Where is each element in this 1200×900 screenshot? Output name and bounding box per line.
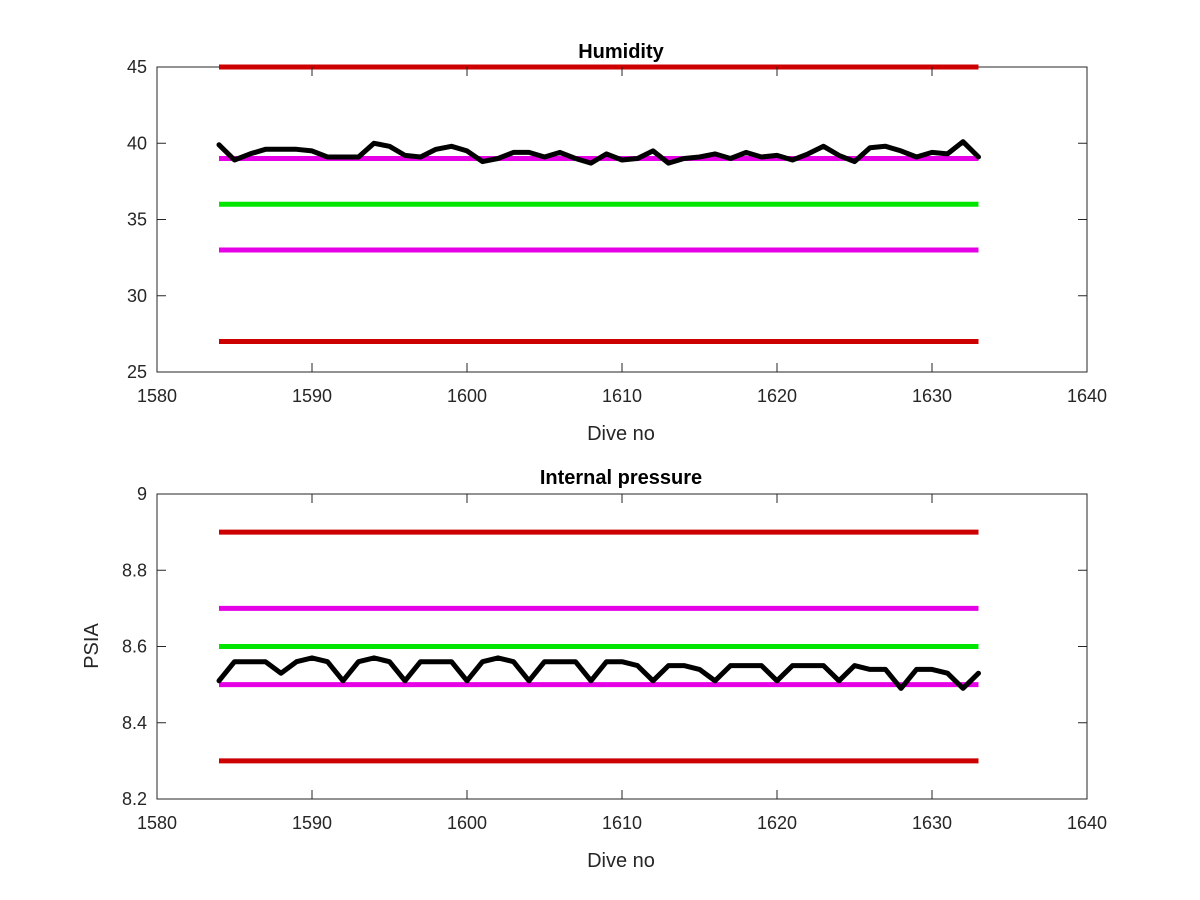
- x-tick-label: 1600: [447, 813, 487, 833]
- y-axis-label: PSIA: [81, 623, 103, 669]
- x-tick-label: 1610: [602, 813, 642, 833]
- x-tick-label: 1620: [757, 813, 797, 833]
- x-axis-ticks: 1580 1590 1600 1610 1620 1630 1640: [137, 67, 1107, 406]
- subplot-internal-pressure: 1580 1590 1600 1610 1620 1630 1640 8.28.48.68.…: [81, 467, 1107, 872]
- data-series-line: [216, 139, 981, 166]
- y-tick-label: 30: [127, 286, 147, 306]
- chart-title: Humidity: [578, 41, 664, 63]
- y-tick-label: 25: [127, 362, 147, 382]
- y-tick-label: 8.8: [122, 560, 147, 580]
- x-axis-label: Dive no: [587, 850, 655, 872]
- x-tick-label: 1600: [447, 386, 487, 406]
- x-axis-label: Dive no: [587, 423, 655, 445]
- y-axis-ticks: 25 30 35 40 45: [127, 57, 1087, 382]
- y-tick-label: 8.2: [122, 789, 147, 809]
- y-tick-label: 8.4: [122, 713, 147, 733]
- subplot-humidity: 1580 1590 1600 1610 1620 1630 1640 2530354045 …: [127, 41, 1107, 445]
- y-axis-ticks: 8.2 8.4 8.6 8.8 9: [122, 484, 1087, 809]
- reference-lines: [219, 529, 979, 764]
- reference-lines: [219, 64, 979, 344]
- plot-area: [156, 66, 1088, 373]
- x-axis-ticks: 1580 1590 1600 1610 1620 1630 1640: [137, 494, 1107, 833]
- x-tick-label: 1590: [292, 813, 332, 833]
- data-series-line: [216, 655, 981, 691]
- chart-title: Internal pressure: [540, 467, 702, 489]
- y-tick-label: 45: [127, 57, 147, 77]
- x-tick-label: 1620: [757, 386, 797, 406]
- x-tick-label: 1590: [292, 386, 332, 406]
- y-tick-label: 9: [137, 484, 147, 504]
- x-tick-label: 1580: [137, 386, 177, 406]
- x-tick-label: 1580: [137, 813, 177, 833]
- y-tick-label: 8.6: [122, 637, 147, 657]
- series-group: [216, 139, 981, 166]
- x-tick-label: 1610: [602, 386, 642, 406]
- y-tick-label: 35: [127, 210, 147, 230]
- x-tick-label: 1640: [1067, 813, 1107, 833]
- y-tick-label: 40: [127, 133, 147, 153]
- x-tick-label: 1630: [912, 386, 952, 406]
- x-tick-label: 1640: [1067, 386, 1107, 406]
- x-tick-label: 1630: [912, 813, 952, 833]
- series-group: [216, 655, 981, 691]
